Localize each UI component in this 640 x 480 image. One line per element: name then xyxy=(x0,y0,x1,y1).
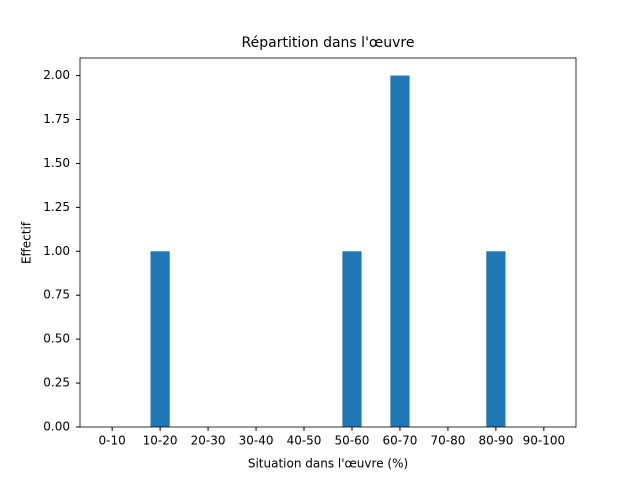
y-tick-label: 1.25 xyxy=(43,200,70,214)
x-tick-label: 90-100 xyxy=(523,434,566,448)
x-tick-label: 0-10 xyxy=(99,434,126,448)
plot-frame xyxy=(79,57,577,428)
x-axis-label: Situation dans l'œuvre (%) xyxy=(248,457,408,471)
x-tick-label: 50-60 xyxy=(335,434,370,448)
y-tick-label: 1.00 xyxy=(43,244,70,258)
bar xyxy=(486,251,506,427)
x-tick-label: 30-40 xyxy=(239,434,274,448)
y-tick-label: 0.00 xyxy=(43,420,70,434)
x-tick-label: 70-80 xyxy=(430,434,465,448)
y-tick-label: 0.25 xyxy=(43,376,70,390)
bar xyxy=(150,251,170,427)
bar xyxy=(390,75,410,428)
y-tick-label: 0.75 xyxy=(43,288,70,302)
x-tick-label: 20-30 xyxy=(191,434,226,448)
y-tick-label: 1.75 xyxy=(43,112,70,126)
y-tick-label: 2.00 xyxy=(43,68,70,82)
bar xyxy=(342,251,362,427)
x-tick-label: 60-70 xyxy=(383,434,418,448)
chart-title: Répartition dans l'œuvre xyxy=(242,35,415,51)
x-tick-label: 80-90 xyxy=(478,434,513,448)
x-tick-label: 40-50 xyxy=(287,434,322,448)
y-axis-label: Effectif xyxy=(20,221,34,264)
y-tick-label: 1.50 xyxy=(43,156,70,170)
x-tick-label: 10-20 xyxy=(143,434,178,448)
y-tick-label: 0.50 xyxy=(43,332,70,346)
